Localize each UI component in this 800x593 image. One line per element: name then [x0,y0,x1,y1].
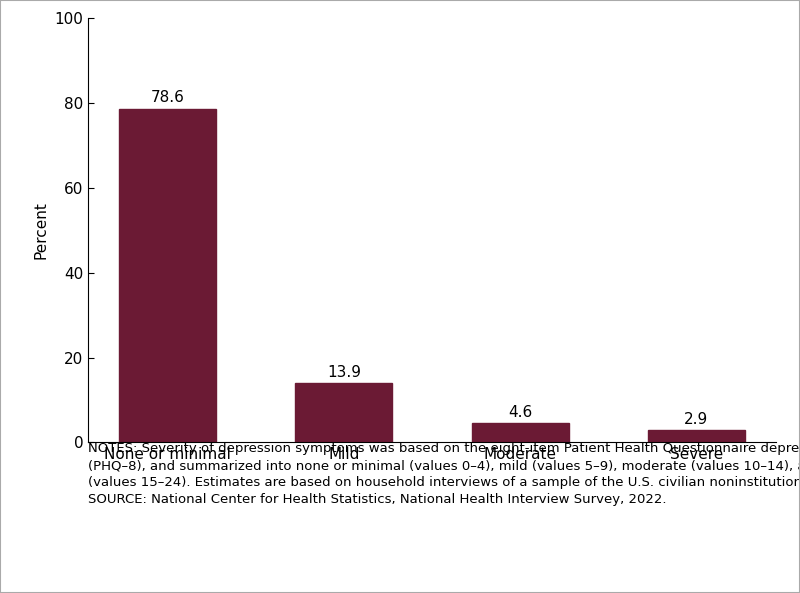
Bar [648,430,745,442]
Text: 13.9: 13.9 [327,365,361,380]
Bar [295,384,392,442]
Text: 4.6: 4.6 [508,404,532,420]
Text: 78.6: 78.6 [150,90,185,106]
Bar [119,109,216,442]
Bar [472,423,569,442]
Y-axis label: Percent: Percent [34,201,49,259]
Text: 2.9: 2.9 [684,412,709,427]
Text: NOTES: Severity of depression symptoms was based on the eight-item Patient Healt: NOTES: Severity of depression symptoms w… [88,442,800,506]
